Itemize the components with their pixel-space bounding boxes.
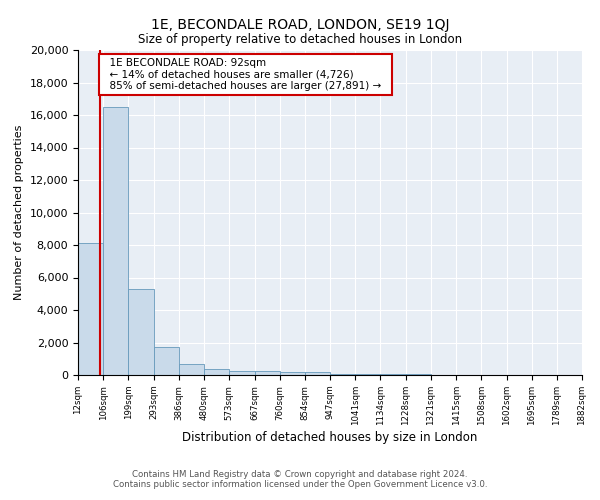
Bar	[280, 372, 305, 375]
Bar	[204, 370, 229, 375]
Bar	[254, 372, 280, 375]
Bar	[355, 374, 380, 375]
Bar	[229, 371, 254, 375]
Text: Size of property relative to detached houses in London: Size of property relative to detached ho…	[138, 32, 462, 46]
Bar	[128, 289, 154, 375]
Bar	[78, 244, 103, 375]
Bar	[330, 374, 355, 375]
Bar	[380, 374, 406, 375]
Bar	[154, 346, 179, 375]
Text: Contains HM Land Registry data © Crown copyright and database right 2024.
Contai: Contains HM Land Registry data © Crown c…	[113, 470, 487, 489]
Bar	[406, 374, 431, 375]
Text: 1E BECONDALE ROAD: 92sqm
  ← 14% of detached houses are smaller (4,726)
  85% of: 1E BECONDALE ROAD: 92sqm ← 14% of detach…	[103, 58, 388, 92]
X-axis label: Distribution of detached houses by size in London: Distribution of detached houses by size …	[182, 430, 478, 444]
Text: 1E, BECONDALE ROAD, LONDON, SE19 1QJ: 1E, BECONDALE ROAD, LONDON, SE19 1QJ	[151, 18, 449, 32]
Bar	[103, 107, 128, 375]
Bar	[179, 364, 204, 375]
Y-axis label: Number of detached properties: Number of detached properties	[14, 125, 24, 300]
Bar	[305, 372, 330, 375]
